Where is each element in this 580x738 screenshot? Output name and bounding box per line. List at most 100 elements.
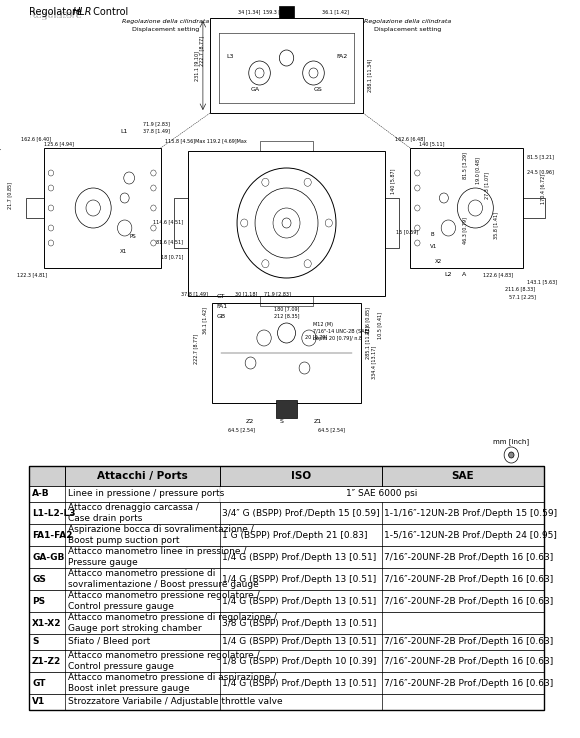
Bar <box>30 546 543 568</box>
Text: 222.7 [8.77]: 222.7 [8.77] <box>200 36 205 66</box>
Text: 231.1 [9.10]: 231.1 [9.10] <box>194 50 199 80</box>
Text: GB: GB <box>217 314 226 319</box>
Text: V1: V1 <box>430 244 438 249</box>
Bar <box>30 672 543 694</box>
Text: S: S <box>280 419 283 424</box>
Text: 19.0 [0.48]: 19.0 [0.48] <box>476 157 480 184</box>
Text: ISO: ISO <box>291 471 311 481</box>
Text: 64.5 [2.54]: 64.5 [2.54] <box>318 427 345 432</box>
Text: 1-1/16″-12UN-2B Prof./Depth 15 [0.59]: 1-1/16″-12UN-2B Prof./Depth 15 [0.59] <box>385 508 557 517</box>
Text: 21.7 [0.85]: 21.7 [0.85] <box>8 182 13 209</box>
Text: 57.1 [2.25]: 57.1 [2.25] <box>509 294 536 299</box>
Bar <box>386 198 399 248</box>
Text: 115.8 [4.56]Max 119.2 [4.69]Max: 115.8 [4.56]Max 119.2 [4.69]Max <box>165 139 247 143</box>
Text: V1: V1 <box>32 697 45 706</box>
Text: 81.5 [3.21]: 81.5 [3.21] <box>527 154 554 159</box>
Text: Z1-Z2: Z1-Z2 <box>32 657 61 666</box>
Text: X1-X2: X1-X2 <box>32 618 61 627</box>
Text: 222.7 [8.77]: 222.7 [8.77] <box>194 334 198 364</box>
Text: 334.4 [13.17]: 334.4 [13.17] <box>372 345 376 379</box>
Text: 15 [0.59]: 15 [0.59] <box>396 229 419 234</box>
Text: L1: L1 <box>120 129 128 134</box>
Text: Ø127.0Ø5.00Ø000]: Ø127.0Ø5.00Ø000] <box>0 147 1 194</box>
Text: 3/4″ G (BSPP) Prof./Depth 15 [0.59]: 3/4″ G (BSPP) Prof./Depth 15 [0.59] <box>222 508 380 517</box>
Text: 7/16″-20UNF-2B Prof./Depth 16 [0.63]: 7/16″-20UNF-2B Prof./Depth 16 [0.63] <box>385 574 554 584</box>
Text: 71.9 [2.83]: 71.9 [2.83] <box>143 122 169 126</box>
Text: Attacco manometro linee in pressione /
Pressure gauge: Attacco manometro linee in pressione / P… <box>68 547 246 567</box>
Text: 1/4 G (BSPP) Prof./Depth 13 [0.51]: 1/4 G (BSPP) Prof./Depth 13 [0.51] <box>222 574 376 584</box>
Text: Attacco manometro pressione regolatore /
Control pressure gauge: Attacco manometro pressione regolatore /… <box>68 651 260 671</box>
Text: Attacco manometro pressione di regolazione /
Gauge port stroking chamber: Attacco manometro pressione di regolazio… <box>68 613 277 633</box>
Bar <box>276 400 298 418</box>
Bar <box>26 198 44 218</box>
Bar <box>212 303 361 403</box>
Text: 140 [5.87]: 140 [5.87] <box>390 168 395 194</box>
Bar <box>30 486 543 502</box>
Text: GT: GT <box>217 294 226 299</box>
Text: 3/8 G (BSPP) Prof./Depth 13 [0.51]: 3/8 G (BSPP) Prof./Depth 13 [0.51] <box>222 618 377 627</box>
Bar <box>30 466 543 486</box>
Text: GS: GS <box>314 87 322 92</box>
Text: L3: L3 <box>227 54 234 59</box>
Text: Attacco drenaggio carcassa /
Case drain ports: Attacco drenaggio carcassa / Case drain … <box>68 503 199 523</box>
Text: 37.8 [1.49]: 37.8 [1.49] <box>181 291 208 296</box>
Text: 36.1 [1.42]: 36.1 [1.42] <box>202 307 208 334</box>
Bar <box>30 650 543 672</box>
Bar <box>259 295 314 306</box>
Text: HLR: HLR <box>72 7 92 17</box>
Text: 122.3 [4.81]: 122.3 [4.81] <box>17 272 47 277</box>
Text: FA2: FA2 <box>336 54 347 59</box>
Bar <box>30 612 543 634</box>
Text: 162.6 [6.40]: 162.6 [6.40] <box>21 136 52 141</box>
Text: 1-5/16″-12UN-2B Prof./Depth 24 [0.95]: 1-5/16″-12UN-2B Prof./Depth 24 [0.95] <box>385 531 557 539</box>
Text: 34 [1.34]: 34 [1.34] <box>238 9 260 14</box>
Text: FA1: FA1 <box>217 304 228 309</box>
Text: Z1: Z1 <box>314 419 322 424</box>
Text: 212 [8.35]: 212 [8.35] <box>274 314 299 319</box>
Text: Linee in pressione / pressure ports: Linee in pressione / pressure ports <box>68 489 224 498</box>
Text: 170.4 [6.72]: 170.4 [6.72] <box>541 174 546 204</box>
Text: 24.5 [0.96]: 24.5 [0.96] <box>527 169 554 174</box>
Bar <box>187 151 386 295</box>
Text: L1-L2-L3: L1-L2-L3 <box>32 508 75 517</box>
Bar <box>410 148 523 268</box>
Text: 10.5 [0.41]: 10.5 [0.41] <box>377 312 382 339</box>
Text: Attacco manometro pressione di aspirazione /
Boost inlet pressure gauge: Attacco manometro pressione di aspirazio… <box>68 673 276 693</box>
Text: mm [inch]: mm [inch] <box>494 438 530 445</box>
Text: PS: PS <box>129 234 136 239</box>
Text: 1″ SAE 6000 psi: 1″ SAE 6000 psi <box>346 489 418 498</box>
Text: depth 20 [0.79]/ n.8: depth 20 [0.79]/ n.8 <box>314 336 362 340</box>
Bar <box>30 466 543 710</box>
Text: 35.8 [1.41]: 35.8 [1.41] <box>494 212 498 239</box>
Bar <box>259 140 314 151</box>
Bar <box>30 634 543 650</box>
Text: 37.8 [1.49]: 37.8 [1.49] <box>143 128 169 134</box>
Text: GA: GA <box>251 87 260 92</box>
Text: Aspirazione bocca di sovralimentazione /
Boost pump suction port: Aspirazione bocca di sovralimentazione /… <box>68 525 254 545</box>
Text: B: B <box>430 232 434 237</box>
Text: 18 [0.71]: 18 [0.71] <box>161 254 183 259</box>
Text: 143.1 [5.63]: 143.1 [5.63] <box>527 279 557 284</box>
Bar <box>30 502 543 524</box>
Text: Attacco manometro pressione regolatore /
Control pressure gauge: Attacco manometro pressione regolatore /… <box>68 591 260 611</box>
Text: Regolazione della cilindrata: Regolazione della cilindrata <box>364 19 452 24</box>
Text: 36.1 [1.42]: 36.1 [1.42] <box>322 9 350 14</box>
Text: 30 [1.18]: 30 [1.18] <box>235 291 257 296</box>
Text: 20 [0.79]: 20 [0.79] <box>304 334 327 339</box>
Text: 1/4 G (BSPP) Prof./Depth 13 [0.51]: 1/4 G (BSPP) Prof./Depth 13 [0.51] <box>222 553 376 562</box>
Text: 288.1 [11.34]: 288.1 [11.34] <box>368 58 372 92</box>
Text: 7/16″-20UNF-2B Prof./Depth 16 [0.63]: 7/16″-20UNF-2B Prof./Depth 16 [0.63] <box>385 553 554 562</box>
Text: A-B: A-B <box>32 489 50 498</box>
Text: A: A <box>462 272 466 277</box>
Bar <box>30 590 543 612</box>
Text: Displacement setting: Displacement setting <box>374 27 441 32</box>
Text: Attacco manometro pressione di
sovralimentazione / Boost pressure gauge: Attacco manometro pressione di sovralime… <box>68 569 259 589</box>
Text: L2: L2 <box>444 272 451 277</box>
Text: 7/16"-14 UNC-2B (SAE): 7/16"-14 UNC-2B (SAE) <box>314 328 370 334</box>
Text: Regolazione della cilindrata: Regolazione della cilindrata <box>121 19 209 24</box>
Text: GA-GB: GA-GB <box>32 553 64 562</box>
Bar <box>30 524 543 546</box>
Text: 122.6 [4.83]: 122.6 [4.83] <box>484 272 513 277</box>
Text: 7/16″-20UNF-2B Prof./Depth 16 [0.63]: 7/16″-20UNF-2B Prof./Depth 16 [0.63] <box>385 638 554 646</box>
Text: Sfiato / Bleed port: Sfiato / Bleed port <box>68 638 150 646</box>
